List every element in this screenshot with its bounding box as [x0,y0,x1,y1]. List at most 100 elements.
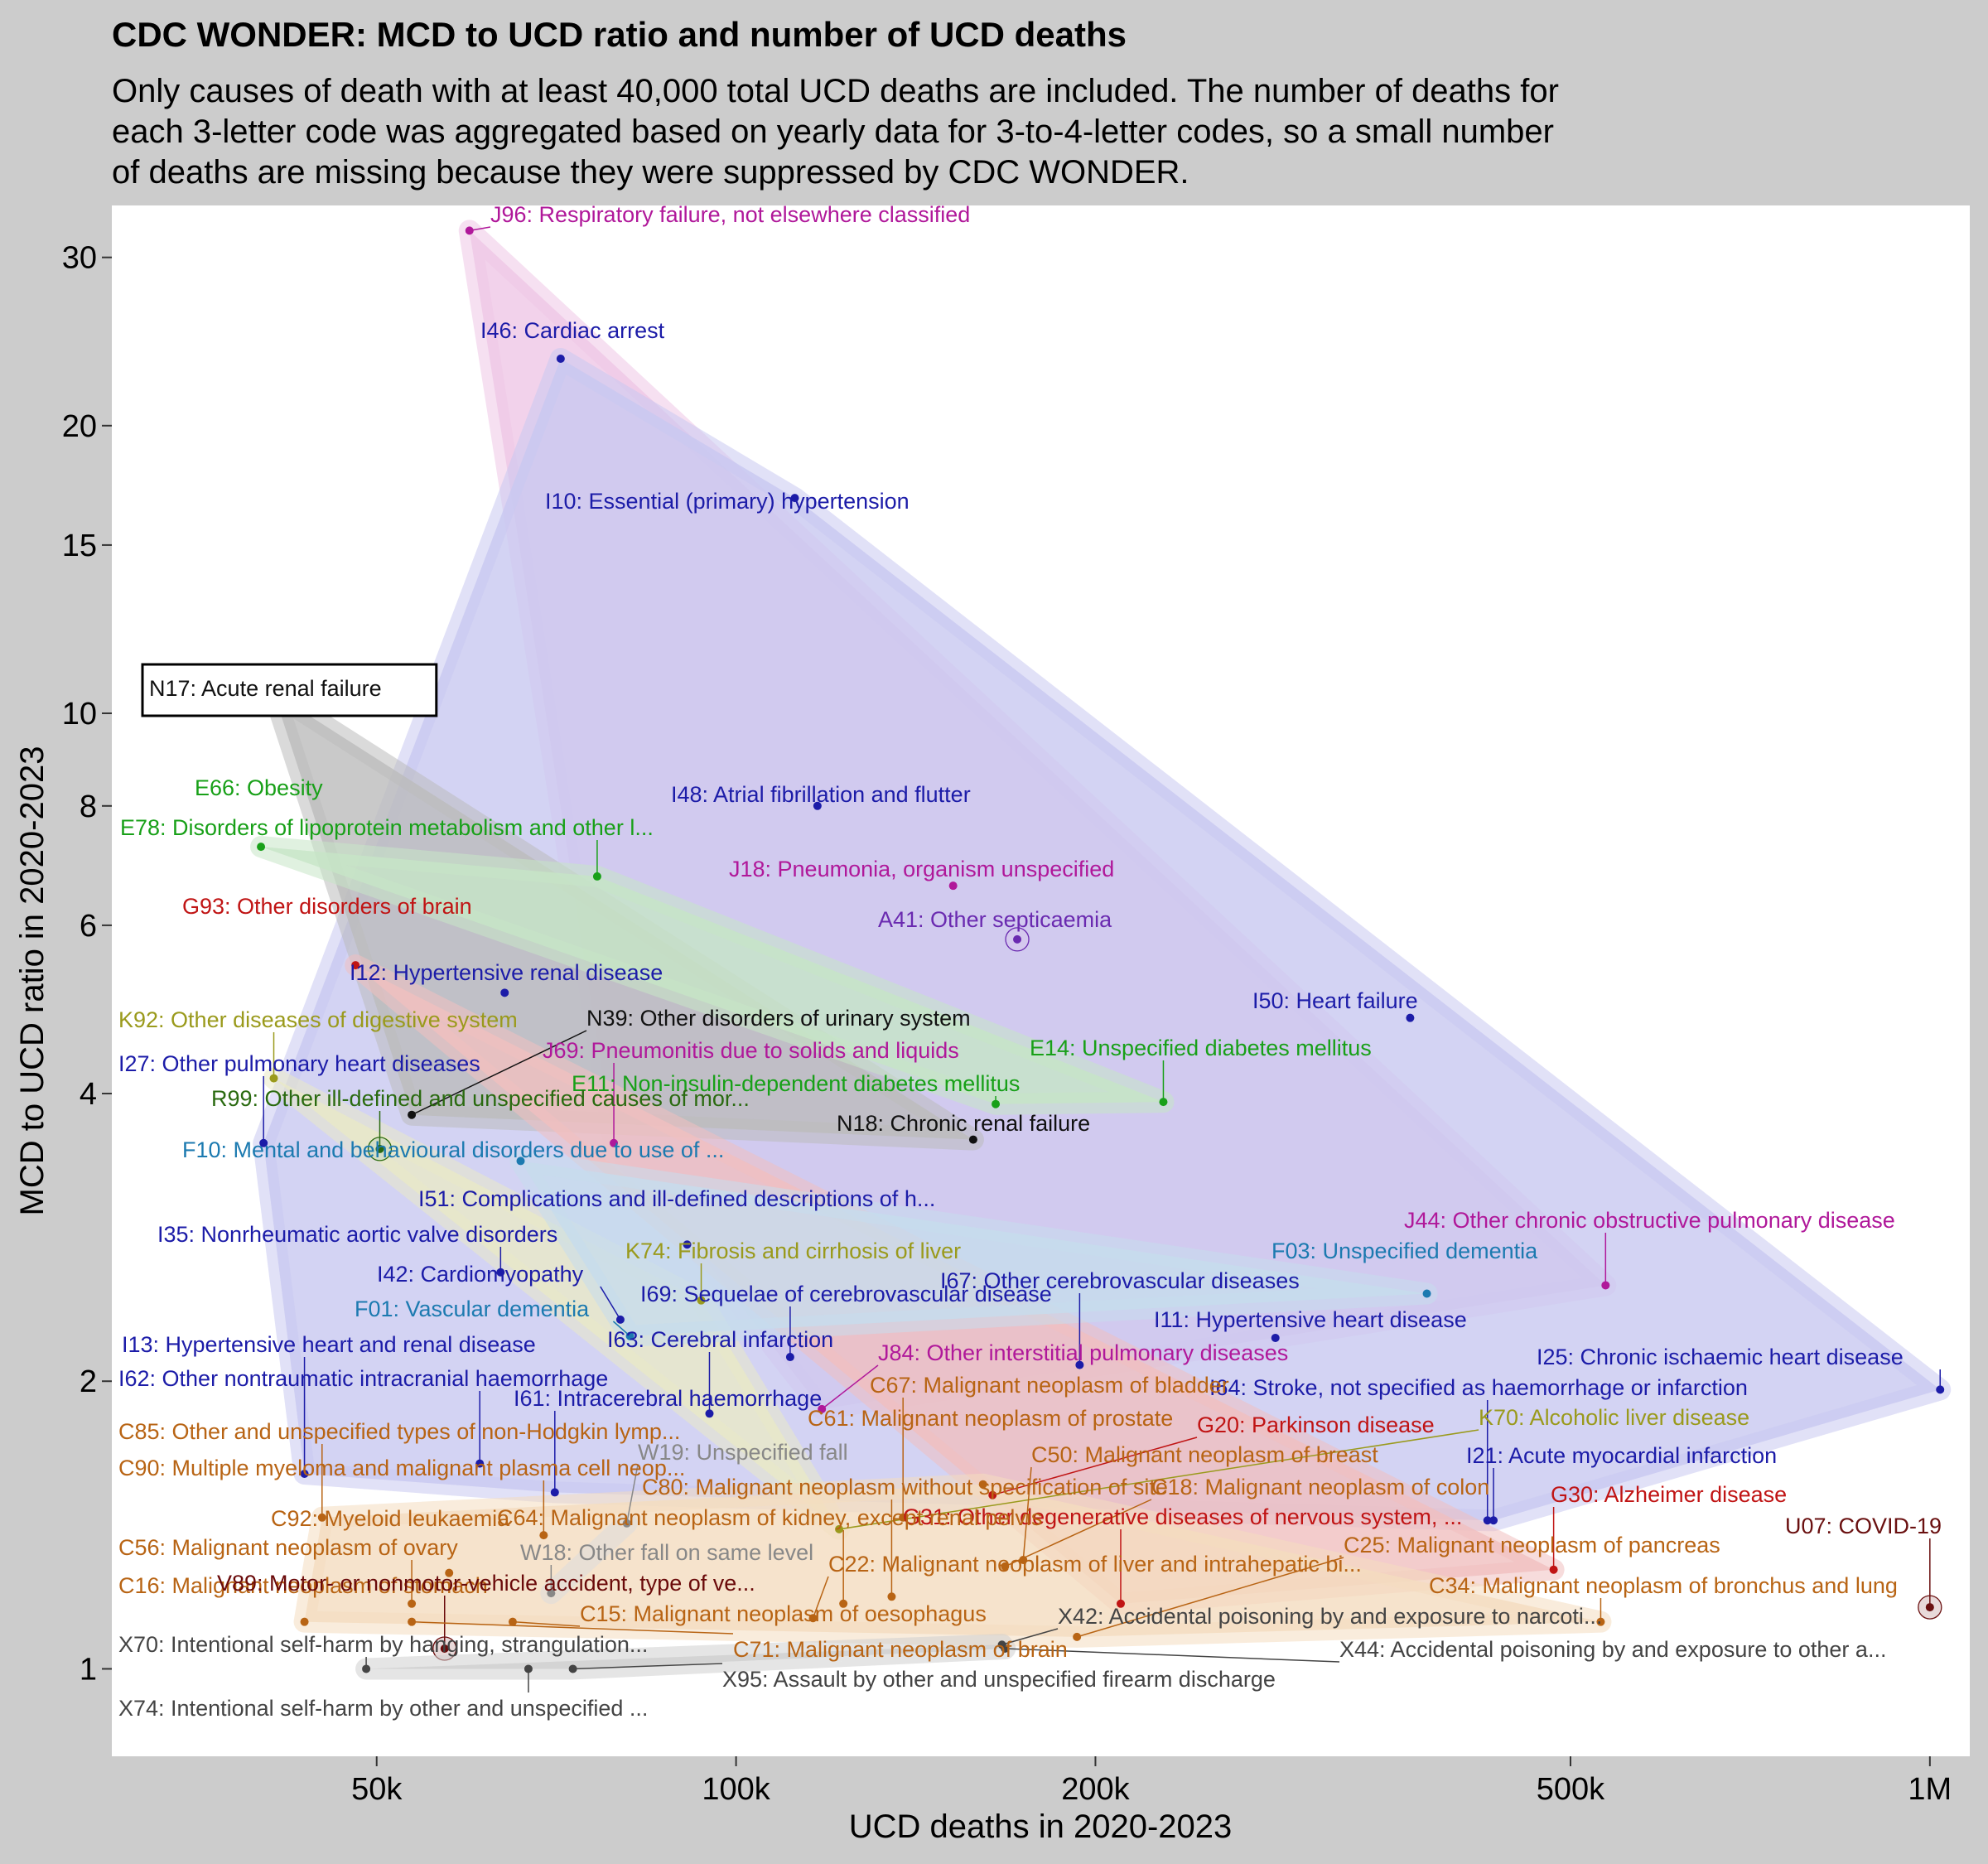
leader-line [412,1620,734,1635]
leader-line [812,1576,829,1619]
point-label-c25: C25: Malignant neoplasm of pancreas [1344,1533,1720,1557]
point-label-g20: G20: Parkinson disease [1197,1412,1435,1437]
data-point-c92 [445,1568,454,1577]
data-point-v89 [440,1644,449,1654]
y-tick-label: 1 [80,1652,97,1687]
group-hull [263,1067,851,1540]
point-label-i62: I62: Other nontraumatic intracranial hae… [118,1366,608,1391]
leader-line [992,1437,1198,1496]
point-label-c67: C67: Malignant neoplasm of bladder [870,1373,1229,1398]
data-point-i27 [259,1138,268,1147]
point-label-e14: E14: Unspecified diabetes mellitus [1030,1036,1372,1060]
point-label-i46: I46: Cardiac arrest [480,318,665,343]
point-label-i48: I48: Atrial fibrillation and flutter [671,782,971,807]
point-label-k70: K70: Alcoholic liver disease [1479,1405,1749,1430]
data-point-e14 [1159,1098,1168,1107]
point-label-c92: C92: Myeloid leukaemia [271,1506,510,1531]
point-label-n39: N39: Other disorders of urinary system [586,1006,971,1031]
point-label-i50: I50: Heart failure [1252,988,1418,1013]
data-point-x44 [1001,1644,1010,1654]
data-point-k92 [269,1074,278,1083]
data-point-c61 [978,1480,987,1489]
data-point-f01 [625,1331,635,1340]
data-point-e11 [992,1099,1001,1108]
point-label-r99: R99: Other ill-defined and unspecified c… [211,1086,750,1111]
data-point-i61 [550,1488,559,1497]
data-point-i11 [1271,1333,1280,1342]
point-label-c56: C56: Malignant neoplasm of ovary [118,1535,458,1560]
data-point-k70 [835,1524,844,1533]
point-label-i10: I10: Essential (primary) hypertension [545,489,910,514]
point-label-c15: C15: Malignant neoplasm of oesophagus [580,1601,987,1626]
point-label-i27: I27: Other pulmonary heart diseases [118,1051,480,1076]
point-label-n18: N18: Chronic renal failure [837,1111,1090,1136]
point-label-c80: C80: Malignant neoplasm without specific… [642,1475,1168,1499]
point-label-e11: E11: Non-insulin-dependent diabetes mell… [572,1071,1020,1096]
point-label-e66: E66: Obesity [195,775,323,800]
leader-line [625,1464,639,1524]
point-label-g30: G30: Alzheimer disease [1551,1482,1787,1507]
axes: 50k 100k 200k 500k 1M 1 2 4 6 8 10 15 20 30 [62,241,1952,1807]
point-label-i64: I64: Stroke, not specified as haemorrhag… [1209,1375,1748,1400]
y-tick-label: 4 [80,1077,97,1112]
leader-line [572,1663,723,1670]
point-label-c90: C90: Multiple myeloma and malignant plas… [118,1456,685,1480]
data-point-i69 [785,1353,794,1362]
x-axis-title: UCD deaths in 2020-2023 [849,1808,1233,1845]
point-label-i63: I63: Cerebral infarction [607,1327,833,1352]
point-label-c61: C61: Malignant neoplasm of prostate [808,1406,1173,1431]
leader-line [411,1030,587,1116]
point-label-i12: I12: Hypertensive renal disease [350,960,663,985]
point-label-i13: I13: Hypertensive heart and renal diseas… [122,1332,536,1357]
data-point-g31 [1116,1599,1125,1608]
point-label-u07: U07: COVID-19 [1785,1514,1942,1538]
x-tick-label: 500k [1537,1772,1605,1807]
data-point-j44 [1601,1281,1610,1290]
group-hulls [250,220,1952,1680]
data-points [257,226,1945,1673]
point-label-x42: X42: Accidental poisoning by and exposur… [1058,1604,1602,1629]
point-label-c16: C16: Malignant neoplasm of stomach [118,1573,488,1598]
label-leader-lines [263,226,1941,1693]
data-point-i25 [1936,1385,1945,1394]
point-label-x95: X95: Assault by other and unspecified fi… [722,1667,1276,1692]
data-point-c34 [1596,1617,1605,1626]
data-point-c80 [887,1592,896,1601]
point-label-k92: K92: Other diseases of digestive system [118,1007,518,1032]
y-tick-label: 2 [80,1364,97,1399]
point-label-i25: I25: Chronic ischaemic heart disease [1537,1345,1904,1369]
data-point-i35 [496,1268,505,1277]
x-tick-label: 200k [1061,1772,1130,1807]
point-label-x74: X74: Intentional self-harm by other and … [118,1696,648,1721]
chart-title: CDC WONDER: MCD to UCD ratio and number … [112,15,1127,54]
data-point-c15 [508,1617,517,1626]
data-point-w19 [622,1519,631,1528]
data-point-j96 [465,226,474,235]
data-point-c22 [808,1614,818,1623]
x-tick-label: 100k [702,1772,770,1807]
data-point-j18 [948,881,958,891]
data-point-i48 [813,801,822,810]
data-point-e78 [592,872,601,881]
point-label-w18: W18: Other fall on same level [520,1540,813,1565]
point-label-g93: G93: Other disorders of brain [182,894,472,919]
data-point-c67 [899,1513,908,1522]
point-label-f01: F01: Vascular dementia [355,1297,590,1321]
point-label-j96: J96: Respiratory failure, not elsewhere … [490,202,970,227]
data-point-c71 [408,1617,417,1626]
point-label-w19: W19: Unspecified fall [638,1440,848,1465]
data-point-i51 [683,1240,692,1249]
point-label-c71: C71: Malignant neoplasm of brain [733,1637,1068,1662]
point-label-i42: I42: Cardiomyopathy [377,1262,584,1287]
y-tick-label: 6 [80,909,97,944]
data-point-c90 [539,1531,548,1540]
y-tick-label: 30 [62,241,97,276]
group-hull [509,1150,1438,1347]
point-label-c50: C50: Malignant neoplasm of breast [1031,1442,1378,1467]
data-point-c16 [300,1617,309,1626]
point-label-c22: C22: Malignant neoplasm of liver and int… [828,1552,1362,1577]
data-point-g30 [1549,1565,1558,1574]
leader-line [512,1620,581,1627]
data-point-f03 [1422,1289,1431,1298]
